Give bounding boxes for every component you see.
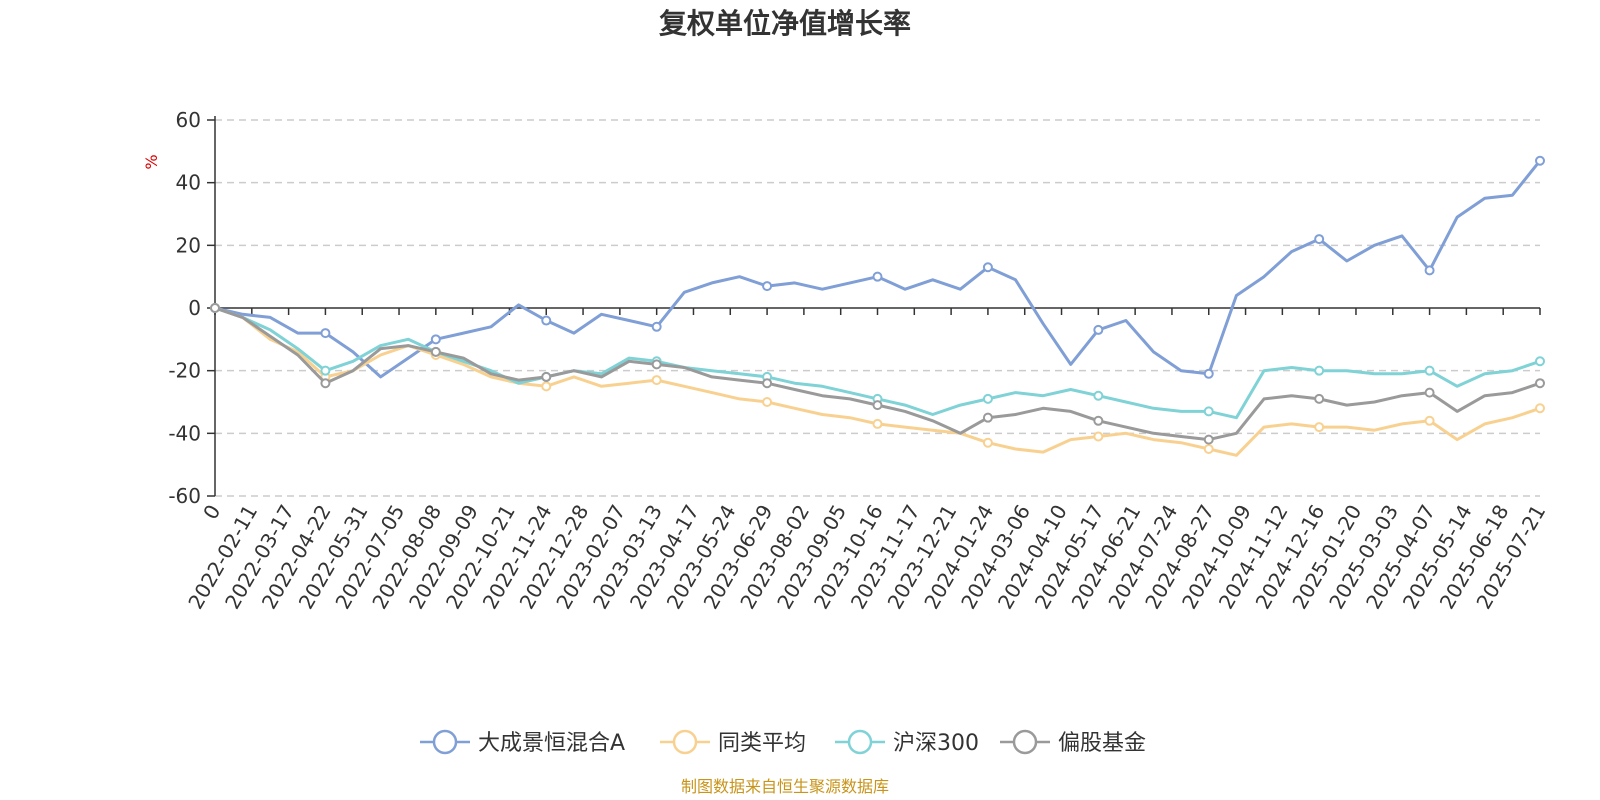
legend-item-2[interactable]: 沪深300 [835, 729, 979, 756]
data-point [1314, 365, 1325, 376]
data-point [430, 334, 441, 345]
legend-label: 沪深300 [893, 731, 979, 756]
data-point [1314, 234, 1325, 245]
y-tick-label: 60 [176, 108, 201, 132]
legend[interactable]: 大成景恒混合A 同类平均 沪深300 偏股基金 [420, 729, 1146, 756]
data-point [982, 437, 993, 448]
legend-item-3[interactable]: 偏股基金 [1000, 729, 1146, 756]
source-note: 制图数据来自恒生聚源数据库 [681, 777, 889, 796]
series-lines [210, 155, 1545, 457]
chart-title: 复权单位净值增长率 [659, 7, 911, 40]
data-point [541, 315, 552, 326]
x-tick-label: 0 [198, 501, 225, 524]
data-point [320, 365, 331, 376]
data-point [1535, 356, 1545, 367]
data-point [1424, 365, 1435, 376]
y-axis-unit: % [142, 154, 161, 169]
y-axis: 60 40 20 0 -20 -40 -60 [168, 108, 216, 508]
data-point [1535, 403, 1545, 414]
legend-marker [672, 729, 698, 755]
data-point [1424, 265, 1435, 276]
data-point [1203, 444, 1214, 454]
data-point [762, 397, 773, 407]
data-point [320, 378, 331, 389]
data-point [651, 375, 662, 386]
data-point [1203, 434, 1214, 445]
data-point [1093, 415, 1104, 426]
y-tick-label: -20 [168, 359, 201, 383]
legend-marker [847, 729, 873, 755]
data-point [541, 381, 552, 392]
legend-label: 大成景恒混合A [478, 731, 625, 756]
data-point [762, 378, 773, 389]
data-point [1535, 378, 1545, 389]
legend-marker [432, 729, 458, 755]
data-point [1314, 393, 1325, 404]
data-point [651, 359, 662, 370]
series-line [214, 159, 1542, 379]
data-point [1424, 415, 1435, 426]
legend-marker [1012, 729, 1038, 755]
y-tick-label: -40 [168, 421, 201, 445]
data-point [982, 393, 993, 404]
data-point [1535, 155, 1545, 166]
series-0 [210, 155, 1545, 379]
data-point [762, 281, 773, 292]
legend-item-0[interactable]: 大成景恒混合A [420, 729, 625, 756]
legend-item-1[interactable]: 同类平均 [660, 729, 806, 756]
y-tick-label: 20 [176, 233, 201, 257]
data-point [651, 321, 662, 332]
y-tick-label: 40 [176, 171, 201, 195]
data-point [872, 418, 883, 429]
y-tick-label: 0 [188, 296, 201, 320]
series-3 [210, 303, 1545, 445]
y-tick-label: -60 [168, 484, 201, 508]
legend-label: 偏股基金 [1058, 731, 1146, 756]
data-point [1093, 324, 1104, 335]
data-point [1203, 368, 1214, 379]
data-point [1093, 431, 1104, 442]
data-point [430, 346, 441, 357]
data-point [320, 328, 331, 339]
legend-label: 同类平均 [718, 731, 806, 756]
data-point [982, 262, 993, 273]
data-point [1424, 387, 1435, 398]
data-point [1203, 406, 1214, 417]
grid-lines [215, 119, 1540, 497]
data-point [872, 400, 883, 411]
data-point [210, 303, 220, 313]
data-point [1093, 390, 1104, 401]
data-point [982, 412, 993, 423]
data-point [541, 371, 552, 382]
data-point [1314, 422, 1325, 433]
data-point [872, 271, 883, 282]
